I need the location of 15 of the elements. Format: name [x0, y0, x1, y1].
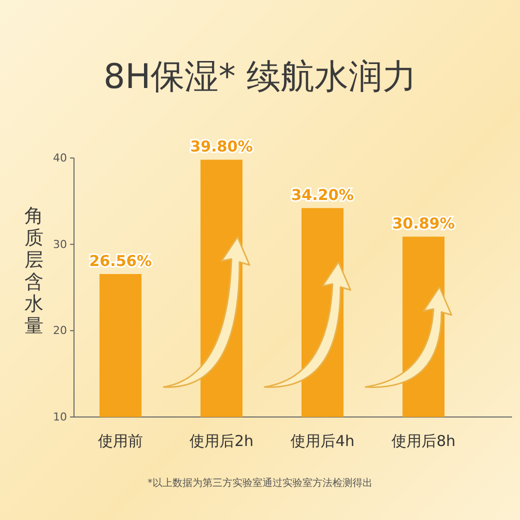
y-tick-label: 40: [53, 152, 67, 164]
data-label: 30.89%: [392, 214, 455, 233]
text: *以上数据为第三方实验室通过实验室方法检测得出: [148, 477, 372, 489]
x-tick-label: 使用后4h: [290, 432, 355, 450]
data-label: 39.80%: [190, 138, 253, 156]
y-tick-label: 10: [53, 410, 67, 424]
chart-title: 8H保湿* 续航水润力: [103, 57, 417, 97]
y-tick-label: 20: [53, 324, 67, 338]
data-label: 26.56%: [89, 252, 152, 270]
x-tick-label: 使用前: [98, 432, 143, 450]
y-axis-title: 角质层含水量: [24, 205, 44, 337]
x-tick-label: 使用后8h: [391, 432, 456, 450]
x-tick-label: 使用后2h: [189, 432, 254, 450]
y-tick-label: 30: [53, 238, 67, 251]
data-label: 34.20%: [291, 186, 354, 204]
